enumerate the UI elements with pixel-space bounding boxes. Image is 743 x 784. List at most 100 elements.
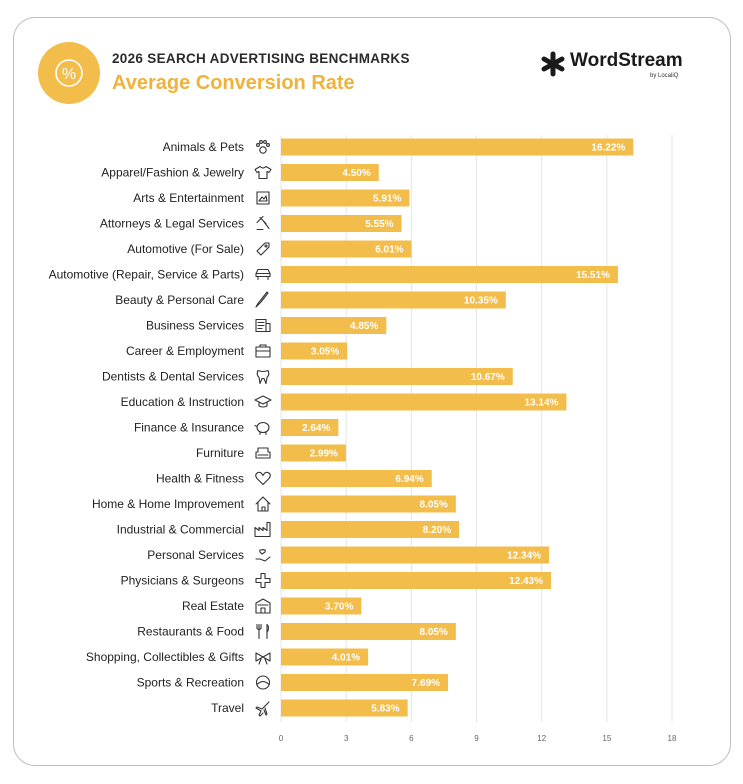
category-label: Sports & Recreation: [137, 676, 244, 690]
bar: [281, 164, 379, 181]
car-icon: [255, 268, 271, 281]
category-label: Arts & Entertainment: [133, 191, 244, 205]
document-icon: [255, 318, 271, 333]
house-icon: [255, 496, 271, 512]
category-label: Home & Home Improvement: [92, 497, 245, 511]
bar: [281, 215, 402, 232]
category-label: Automotive (Repair, Service & Parts): [49, 268, 244, 282]
x-tick-label: 6: [409, 734, 414, 743]
tshirt-icon: [254, 165, 272, 180]
grid-lines: 0 3 6 9 12 15 18: [279, 135, 677, 743]
percent-icon: %: [55, 59, 83, 87]
x-tick-label: 0: [279, 734, 284, 743]
bar-value-label: 8.05%: [420, 627, 448, 638]
category-label: Animals & Pets: [163, 140, 244, 154]
graduation-cap-icon: [254, 395, 272, 408]
x-tick-label: 9: [474, 734, 479, 743]
category-label: Real Estate: [182, 599, 244, 613]
bar-value-label: 13.14%: [525, 398, 559, 409]
bar: [281, 393, 567, 411]
bar-value-label: 10.67%: [471, 372, 505, 383]
bar-value-label: 15.51%: [576, 270, 610, 281]
bar: [281, 470, 432, 487]
gift-bow-icon: [255, 652, 271, 665]
logo-mark-icon: [541, 51, 565, 77]
x-tick-label: 18: [668, 734, 677, 743]
report-kicker: 2026 SEARCH ADVERTISING BENCHMARKS: [112, 51, 410, 66]
bar: [281, 572, 552, 589]
category-label: Beauty & Personal Care: [115, 293, 244, 307]
category-label: Finance & Insurance: [134, 421, 244, 435]
bar-value-label: 5.55%: [365, 219, 393, 230]
paw-icon: [256, 140, 270, 154]
title-block: 2026 SEARCH ADVERTISING BENCHMARKS Avera…: [112, 51, 410, 95]
category-label: Business Services: [146, 319, 244, 333]
chart-title: Average Conversion Rate: [112, 72, 355, 94]
bar-value-label: 6.94%: [395, 474, 423, 485]
bar: [281, 189, 410, 207]
category-label: Education & Instruction: [121, 395, 244, 409]
category-label: Attorneys & Legal Services: [100, 217, 244, 231]
bar: [281, 674, 449, 691]
category-label: Apparel/Fashion & Jewelry: [101, 166, 244, 180]
category-label: Industrial & Commercial: [117, 523, 244, 537]
category-label: Health & Fitness: [156, 472, 244, 486]
category-label: Dentists & Dental Services: [102, 370, 244, 384]
bar-value-label: 12.43%: [509, 576, 543, 587]
price-tag-icon: [256, 242, 270, 256]
piggy-bank-icon: [254, 421, 270, 436]
bar-value-label: 8.05%: [420, 500, 448, 511]
bar-value-label: 5.83%: [371, 704, 399, 715]
category-label: Personal Services: [147, 548, 244, 562]
bar-value-label: 4.01%: [332, 653, 360, 664]
bar: [281, 368, 513, 385]
bar-value-label: 16.22%: [591, 143, 625, 154]
x-tick-label: 15: [602, 734, 611, 743]
airplane-icon: [255, 701, 270, 717]
armchair-icon: [255, 447, 271, 459]
category-label: Travel: [211, 701, 244, 715]
factory-icon: [254, 521, 271, 538]
bar-value-label: 10.35%: [464, 296, 498, 307]
bar-value-label: 6.01%: [375, 245, 403, 256]
bar-value-label: 4.85%: [350, 321, 378, 332]
fork-knife-icon: [256, 623, 270, 640]
bar: [281, 521, 460, 538]
category-label: Furniture: [196, 446, 244, 460]
bar-value-label: 3.05%: [311, 347, 339, 358]
bar: [281, 648, 369, 666]
bar-value-label: 12.34%: [507, 551, 541, 562]
logo-name: WordStream: [570, 50, 683, 71]
gavel-icon: [256, 215, 270, 231]
tooth-icon: [256, 369, 270, 385]
bar: [281, 623, 456, 640]
bar: [281, 291, 506, 309]
percent-badge: %: [38, 42, 100, 104]
building-icon: [255, 598, 271, 614]
bar-value-label: 4.50%: [342, 168, 370, 179]
bar: [281, 266, 618, 283]
x-tick-label: 12: [537, 734, 546, 743]
bar: [281, 138, 634, 156]
bar-value-label: 5.91%: [373, 194, 401, 205]
category-label: Automotive (For Sale): [127, 242, 244, 256]
wordstream-logo: WordStream by LocaliQ: [540, 48, 683, 84]
x-tick-label: 3: [344, 734, 349, 743]
bar: [281, 597, 362, 615]
bar: [281, 699, 408, 717]
category-label: Career & Employment: [126, 344, 245, 358]
category-label: Physicians & Surgeons: [121, 574, 244, 588]
heart-icon: [255, 471, 271, 486]
bar: [281, 495, 456, 513]
category-label: Shopping, Collectibles & Gifts: [86, 650, 244, 664]
bar-value-label: 8.20%: [423, 525, 451, 536]
bar: [281, 240, 412, 258]
bar-value-label: 7.69%: [412, 678, 440, 689]
category-icons: [254, 140, 272, 717]
svg-text:%: %: [62, 66, 76, 83]
bar: [281, 546, 550, 564]
bar-value-label: 3.70%: [325, 602, 353, 613]
ball-icon: [255, 675, 271, 690]
bars: 16.22% Animals & Pets 4.50% Apparel/Fashion…: [49, 138, 634, 717]
